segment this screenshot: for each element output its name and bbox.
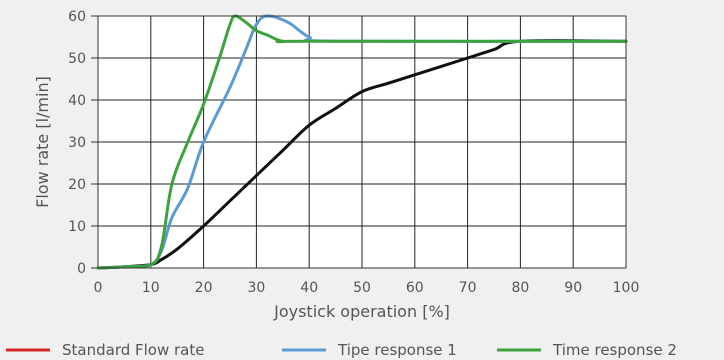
y-tick-label-60: 60 bbox=[68, 9, 86, 25]
y-tick-label-40: 40 bbox=[68, 93, 86, 109]
x-axis-title: Joystick operation [%] bbox=[273, 302, 450, 321]
legend: Standard Flow rate Tipe response 1 Time re… bbox=[6, 341, 677, 359]
plot-frame bbox=[97, 15, 627, 269]
legend-label-standard-flow-rate: Standard Flow rate bbox=[62, 341, 205, 359]
x-tick-label-80: 80 bbox=[511, 280, 529, 296]
x-tick-labels: 0 10 20 30 40 50 60 70 80 90 100 bbox=[94, 280, 640, 296]
series-line-standard-flow-rate bbox=[96, 39, 628, 270]
x-tick-label-40: 40 bbox=[300, 280, 318, 296]
x-tick-label-50: 50 bbox=[353, 280, 371, 296]
x-tick-label-10: 10 bbox=[142, 280, 160, 296]
x-tick-label-70: 70 bbox=[459, 280, 477, 296]
series-lines bbox=[96, 14, 628, 270]
legend-label-time-response-2: Time response 2 bbox=[552, 341, 677, 359]
x-tick-label-0: 0 bbox=[94, 280, 103, 296]
x-tick-label-30: 30 bbox=[247, 280, 265, 296]
y-tick-labels: 0 10 20 30 40 50 60 bbox=[68, 9, 86, 277]
y-tick-label-10: 10 bbox=[68, 219, 86, 235]
x-tick-label-90: 90 bbox=[564, 280, 582, 296]
x-tick-label-60: 60 bbox=[406, 280, 424, 296]
y-tick-label-30: 30 bbox=[68, 135, 86, 151]
x-tick-label-20: 20 bbox=[195, 280, 213, 296]
y-tick-label-20: 20 bbox=[68, 177, 86, 193]
legend-label-tipe-response-1: Tipe response 1 bbox=[337, 341, 457, 359]
series-line-time-response-2 bbox=[96, 14, 628, 270]
y-tick-label-50: 50 bbox=[68, 51, 86, 67]
y-axis-title: Flow rate [l/min] bbox=[33, 76, 52, 208]
y-tick-label-0: 0 bbox=[77, 261, 86, 277]
x-tick-label-100: 100 bbox=[613, 280, 640, 296]
